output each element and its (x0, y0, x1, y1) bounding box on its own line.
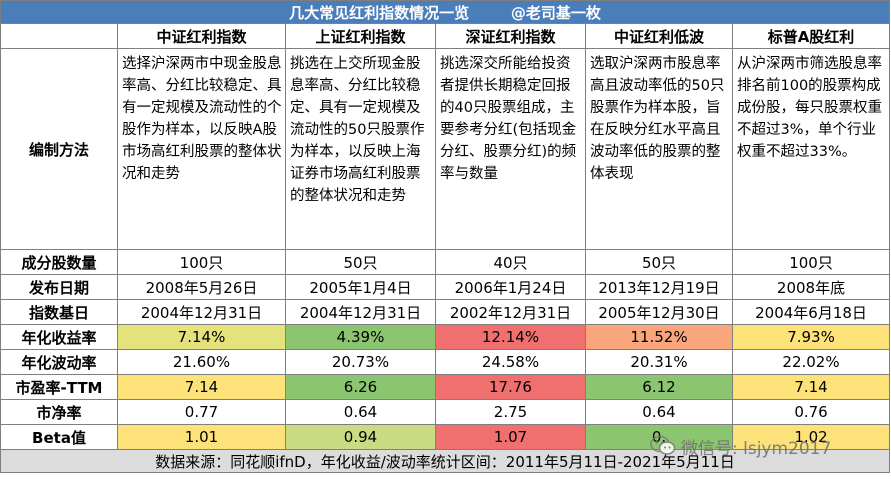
row-label: 年化收益率 (0, 324, 118, 350)
table-cell: 6.12 (585, 374, 733, 400)
table-cell: 6.26 (285, 374, 436, 400)
row-label: 年化波动率 (0, 349, 118, 375)
comparison-table: 几大常见红利指数情况一览 @老司基一枚 中证红利指数 上证红利指数 深证红利指数… (0, 0, 891, 473)
table-cell: 0.76 (731, 399, 891, 425)
row-label: 指数基日 (0, 299, 118, 325)
table-cell: 12.14% (435, 324, 586, 350)
table-cell: 7.93% (731, 324, 891, 350)
wechat-watermark: 微信号: lsjym2017 (650, 432, 831, 460)
method-row: 编制方法 选择沪深两市中现金股息率高、分红比较稳定、具有一定规模及流动性的个股作… (0, 48, 891, 250)
table-cell: 2004年6月18日 (731, 299, 891, 325)
table-cell: 21.60% (117, 349, 286, 375)
table-cell: 0.94 (285, 424, 436, 450)
table-row: 指数基日 2004年12月31日 2004年12月31日 2002年12月31日 200… (0, 299, 891, 325)
table-row: 成分股数量 100只 50只 40只 50只 100只 (0, 249, 891, 275)
table-cell: 1.07 (435, 424, 586, 450)
table-cell: 0.64 (285, 399, 436, 425)
table-cell: 1.01 (117, 424, 286, 450)
header-szse-dividend: 深证红利指数 (435, 23, 586, 49)
table-cell: 24.58% (435, 349, 586, 375)
method-cell: 挑选深交所能给投资者提供长期稳定回报的40只股票组成，主要参考分红(包括现金分红… (435, 48, 586, 250)
header-sse-dividend: 上证红利指数 (285, 23, 436, 49)
method-cell: 从沪深两市筛选股息率排名前100的股票构成成份股，每只股票权重不超过3%，单个行… (731, 48, 891, 250)
header-csi-dividend-lowvol: 中证红利低波 (585, 23, 733, 49)
table-cell: 100只 (731, 249, 891, 275)
table-cell: 7.14 (117, 374, 286, 400)
table-cell: 100只 (117, 249, 286, 275)
row-label-method: 编制方法 (0, 48, 118, 250)
table-cell: 2006年1月24日 (435, 274, 586, 300)
table-cell: 50只 (285, 249, 436, 275)
header-sp-china-a-dividend: 标普A股红利 (731, 23, 891, 49)
table-cell: 2.75 (435, 399, 586, 425)
table-cell: 0.77 (117, 399, 286, 425)
table-cell: 2013年12月19日 (585, 274, 733, 300)
row-label: 市净率 (0, 399, 118, 425)
table-cell: 2005年1月4日 (285, 274, 436, 300)
table-row: 发布日期 2008年5月26日 2005年1月4日 2006年1月24日 2013年12… (0, 274, 891, 300)
header-csi-dividend: 中证红利指数 (117, 23, 286, 49)
table-cell: 2004年12月31日 (117, 299, 286, 325)
row-label: 发布日期 (0, 274, 118, 300)
watermark-text: 微信号: lsjym2017 (681, 438, 832, 459)
table-cell: 22.02% (731, 349, 891, 375)
table-row: 市净率 0.77 0.64 2.75 0.64 0.76 (0, 399, 891, 425)
wechat-icon (650, 435, 676, 457)
row-label: Beta值 (0, 424, 118, 450)
table-cell: 7.14% (117, 324, 286, 350)
table-cell: 7.14 (731, 374, 891, 400)
table-cell: 2008年底 (731, 274, 891, 300)
table-cell: 50只 (585, 249, 733, 275)
table-cell: 4.39% (285, 324, 436, 350)
table-cell: 20.73% (285, 349, 436, 375)
table-row: 市盈率-TTM 7.14 6.26 17.76 6.12 7.14 (0, 374, 891, 400)
table-row: 年化波动率 21.60% 20.73% 24.58% 20.31% 22.02% (0, 349, 891, 375)
table-row: Beta值 1.01 0.94 1.07 0. 1.02 (0, 424, 891, 450)
table-row: 年化收益率 7.14% 4.39% 12.14% 11.52% 7.93% (0, 324, 891, 350)
table-cell: 20.31% (585, 349, 733, 375)
table-cell: 0.64 (585, 399, 733, 425)
table-cell: 40只 (435, 249, 586, 275)
method-cell: 选取沪深两市股息率高且波动率低的50只股票作为样本股，旨在反映分红水平高且波动率… (585, 48, 733, 250)
row-label: 市盈率-TTM (0, 374, 118, 400)
table-cell: 17.76 (435, 374, 586, 400)
table-cell: 2005年12月30日 (585, 299, 733, 325)
table-cell: 1.02 (731, 424, 891, 450)
table-cell: 2008年5月26日 (117, 274, 286, 300)
table-title: 几大常见红利指数情况一览 @老司基一枚 (0, 0, 891, 24)
method-cell: 选择沪深两市中现金股息率高、分红比较稳定、具有一定规模及流动性的个股作为样本，以… (117, 48, 286, 250)
method-cell: 挑选在上交所现金股息率高、分红比较稳定、具有一定规模及流动性的50只股票作为样本… (285, 48, 436, 250)
header-row: 中证红利指数 上证红利指数 深证红利指数 中证红利低波 标普A股红利 (0, 23, 891, 49)
table-cell: 11.52% (585, 324, 733, 350)
header-corner (0, 23, 118, 49)
table-cell: 2002年12月31日 (435, 299, 586, 325)
row-label: 成分股数量 (0, 249, 118, 275)
data-source-footer: 数据来源：同花顺ifnD，年化收益/波动率统计区间：2011年5月11日-202… (0, 449, 891, 473)
table-cell: 2004年12月31日 (285, 299, 436, 325)
